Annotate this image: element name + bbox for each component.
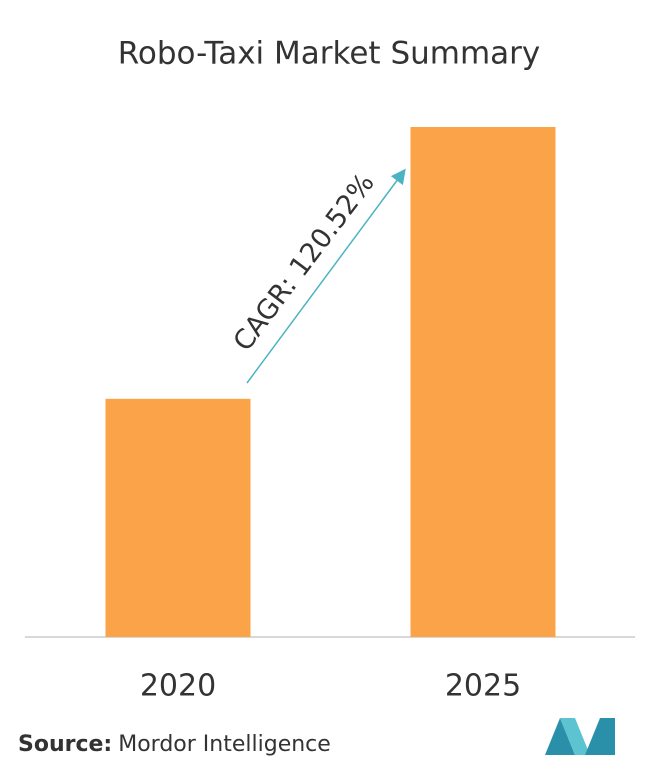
bar (105, 398, 251, 637)
chart-title: Robo-Taxi Market Summary (118, 36, 541, 72)
bar (410, 127, 556, 637)
source-label: Source: (18, 732, 112, 757)
x-tick-label: 2020 (140, 669, 216, 704)
cagr-arrow (246, 168, 406, 384)
source-name: Mordor Intelligence (118, 732, 331, 757)
cagr-label: CAGR: 120.52% (228, 168, 381, 357)
source: Source: Mordor Intelligence (18, 732, 331, 757)
x-tick-label: 2025 (445, 669, 521, 704)
logo (545, 718, 615, 755)
